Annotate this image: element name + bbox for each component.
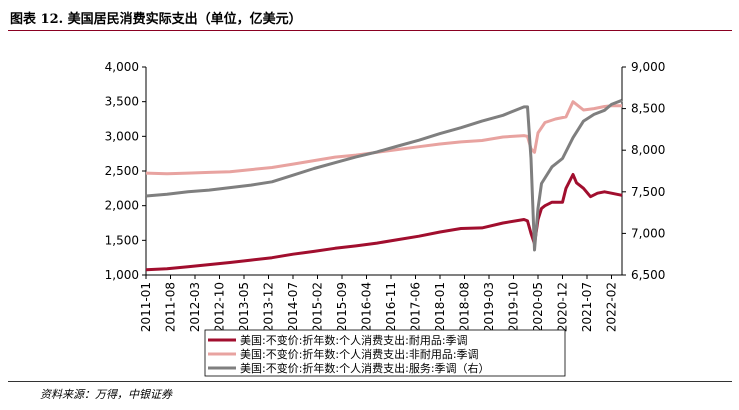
nondurable-goods-line <box>145 100 622 176</box>
right-tick-label: 8,000 <box>631 143 665 157</box>
x-tick-label: 2012-03 <box>188 282 202 332</box>
left-tick-label: 1,500 <box>105 233 139 247</box>
x-tick-label: 2021-07 <box>580 282 594 332</box>
legend-box <box>204 329 566 377</box>
right-tick-label: 6,500 <box>631 268 665 282</box>
left-tick-label: 3,500 <box>105 95 139 109</box>
durable-goods-line <box>145 173 623 272</box>
x-tick-label: 2016-11 <box>384 282 398 332</box>
series-lines <box>145 98 623 272</box>
x-tick-label: 2022-02 <box>605 282 619 332</box>
x-tick-label: 2019-10 <box>507 282 521 332</box>
x-tick-label: 2018-08 <box>458 282 472 332</box>
x-axis-ticks: 2011-01 2011-08 2012-03 2012-10 2013-05 2013-… <box>139 275 619 332</box>
x-tick-label: 2014-07 <box>286 282 300 332</box>
left-tick-label: 2,000 <box>105 199 139 213</box>
legend: 美国:不变价:折年数:个人消费支出:耐用品:季调美国:不变价:折年数:个人消费支… <box>204 329 566 377</box>
x-tick-label: 2018-01 <box>433 282 447 332</box>
x-tick-label: 2020-05 <box>531 282 545 332</box>
x-tick-label: 2011-01 <box>139 282 153 332</box>
legend-durable-label: 美国:不变价:折年数:个人消费支出:耐用品:季调 <box>240 333 468 347</box>
x-tick-label: 2013-12 <box>262 282 276 332</box>
right-tick-label: 9,000 <box>631 60 665 74</box>
x-tick-label: 2020-12 <box>556 282 570 332</box>
x-tick-label: 2017-06 <box>409 282 423 332</box>
source-note: 资料来源：万得，中银证券 <box>40 388 172 401</box>
left-tick-label: 3,000 <box>105 129 139 143</box>
x-tick-label: 2015-02 <box>311 282 325 332</box>
legend-nondurable-label: 美国:不变价:折年数:个人消费支出:非耐用品:季调 <box>240 347 479 361</box>
chart-title: 图表 12. 美国居民消费实际支出（单位，亿美元） <box>10 12 302 27</box>
services-line <box>145 98 623 252</box>
left-tick-label: 4,000 <box>105 60 139 74</box>
source-divider <box>8 381 732 382</box>
right-tick-label: 8,500 <box>631 102 665 116</box>
x-tick-label: 2012-10 <box>213 282 227 332</box>
left-tick-label: 1,000 <box>105 268 139 282</box>
x-tick-label: 2015-09 <box>335 282 349 332</box>
x-tick-label: 2019-03 <box>482 282 496 332</box>
title-divider <box>8 30 732 31</box>
left-axis-ticks: 1,000 1,500 2,000 2,500 3,000 3,500 4,000 <box>105 60 146 282</box>
left-tick-label: 2,500 <box>105 164 139 178</box>
x-tick-label: 2016-04 <box>360 282 374 332</box>
x-tick-label: 2011-08 <box>164 282 178 332</box>
right-axis-ticks: 6,500 7,000 7,500 8,000 8,500 9,000 <box>622 60 665 282</box>
right-tick-label: 7,500 <box>631 185 665 199</box>
right-tick-label: 7,000 <box>631 226 665 240</box>
x-tick-label: 2013-05 <box>237 282 251 332</box>
legend-services-label: 美国:不变价:折年数:个人消费支出:服务:季调（右） <box>240 361 490 375</box>
